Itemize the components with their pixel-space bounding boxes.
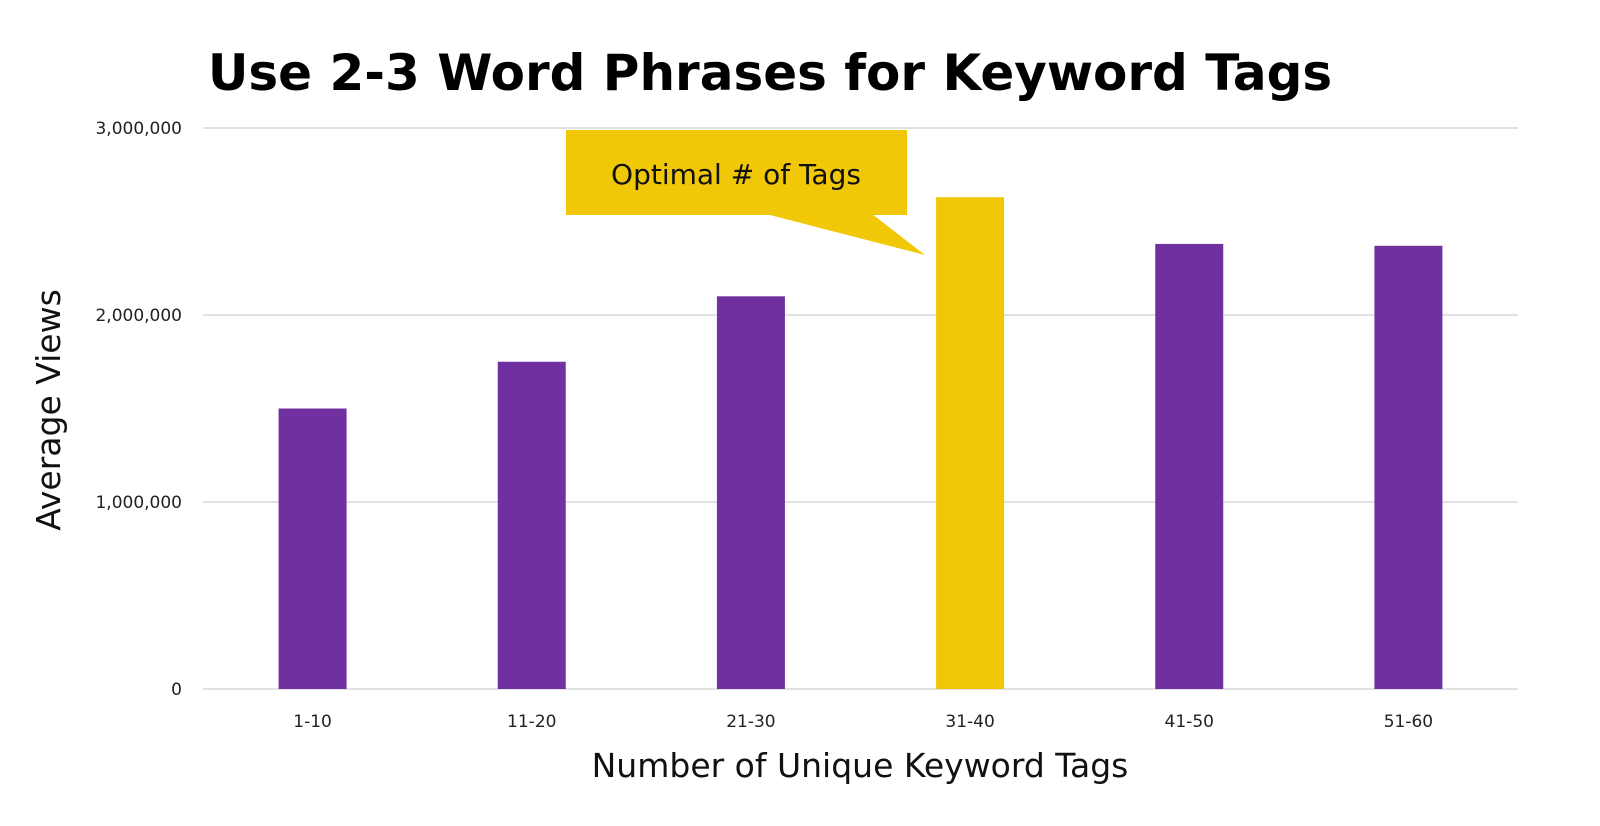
x-tick-label: 41-50: [1165, 712, 1214, 732]
x-tick-label: 31-40: [945, 712, 994, 732]
y-tick-label: 1,000,000: [95, 493, 182, 513]
y-tick-label: 2,000,000: [95, 306, 182, 326]
x-tick-label: 51-60: [1384, 712, 1433, 732]
callout-box: [566, 130, 907, 215]
bar-51-60: [1374, 245, 1443, 689]
chart-title: Use 2-3 Word Phrases for Keyword Tags: [208, 44, 1332, 102]
callout-text: Optimal # of Tags: [611, 158, 861, 191]
y-tick-label: 3,000,000: [95, 119, 182, 139]
y-axis-label: Average Views: [29, 289, 68, 531]
x-tick-label: 1-10: [293, 712, 332, 732]
x-axis-label: Number of Unique Keyword Tags: [592, 746, 1129, 785]
annotation-callout: Optimal # of Tags: [566, 130, 925, 255]
x-tick-label: 11-20: [507, 712, 556, 732]
bar-21-30: [716, 296, 785, 689]
y-tick-label: 0: [171, 680, 182, 700]
bar-31-40: [936, 197, 1005, 689]
bar-1-10: [278, 408, 347, 689]
x-tick-label: 21-30: [726, 712, 775, 732]
callout-pointer: [766, 214, 925, 255]
bar-11-20: [497, 361, 566, 689]
bar-41-50: [1155, 243, 1224, 689]
